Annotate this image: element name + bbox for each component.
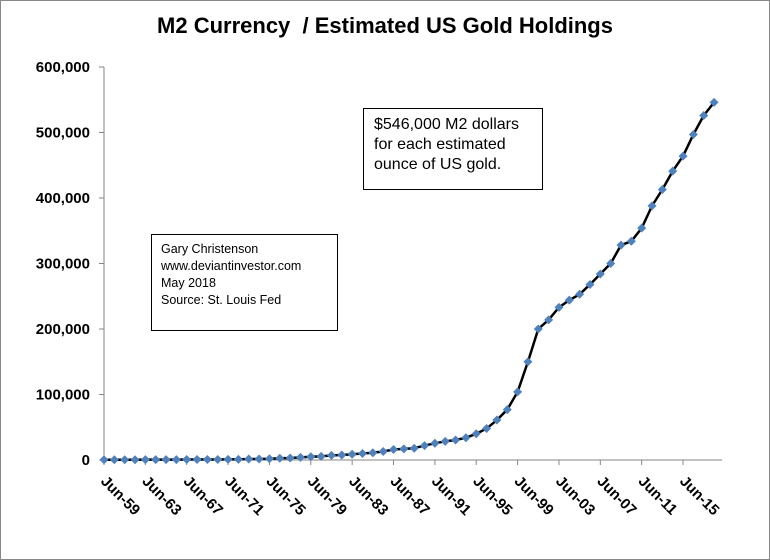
data-point-marker [161,455,171,465]
data-point-marker [709,97,719,107]
data-point-marker [451,435,461,445]
data-point-marker [440,436,450,446]
data-point-marker [389,445,399,455]
data-point-marker [264,454,274,464]
data-point-marker [668,166,678,176]
data-point-marker [430,438,440,448]
data-point-marker [275,453,285,463]
data-point-marker [233,454,243,464]
y-tick-label: 400,000 [36,190,90,207]
x-tick-label: Jun-95 [469,473,515,519]
data-point-marker [502,405,512,415]
x-tick-label: Jun-75 [263,473,309,519]
data-point-marker [492,415,502,425]
data-point-marker [409,443,419,453]
data-point-marker [657,184,667,194]
data-point-marker [213,454,223,464]
data-point-marker [595,269,605,279]
data-point-marker [647,201,657,211]
data-point-marker [482,424,492,434]
x-tick-label: Jun-91 [428,473,474,519]
data-point-marker [109,455,119,465]
data-point-marker [533,324,543,334]
data-point-marker [585,279,595,289]
data-point-marker [399,444,409,454]
annotation-line: for each estimated [374,136,506,153]
data-point-marker [461,433,471,443]
data-point-marker [337,450,347,460]
data-point-marker [244,454,254,464]
data-point-marker [171,455,181,465]
x-tick-label: Jun-15 [676,473,722,519]
data-point-marker [202,454,212,464]
data-point-marker [316,451,326,461]
y-tick-label: 200,000 [36,321,90,338]
x-tick-label: Jun-03 [552,473,598,519]
y-tick-label: 100,000 [36,387,90,404]
data-point-marker [471,429,481,439]
y-tick-label: 600,000 [36,59,90,76]
data-point-marker [513,387,523,397]
x-tick-label: Jun-59 [97,473,143,519]
annotation-line: www.deviantinvestor.com [161,259,302,273]
annotation-line: Source: St. Louis Fed [161,293,282,307]
data-point-marker [285,453,295,463]
data-point-marker [554,302,564,312]
data-point-marker [616,240,626,250]
data-point-marker [523,357,533,367]
data-point-marker [130,455,140,465]
x-tick-label: Jun-63 [139,473,185,519]
x-tick-label: Jun-87 [387,473,433,519]
data-point-marker [626,236,636,246]
y-tick-label: 0 [82,452,90,469]
data-point-marker [544,315,554,325]
data-point-marker [699,110,709,120]
data-point-marker [295,452,305,462]
data-point-marker [420,441,430,451]
data-point-marker [151,455,161,465]
x-tick-label: Jun-79 [304,473,350,519]
data-point-marker [358,448,367,458]
data-point-marker [306,452,316,462]
data-point-marker [575,289,585,299]
y-tick-label: 500,000 [36,125,90,142]
data-point-marker [223,454,233,464]
data-point-marker [637,223,647,233]
x-tick-label: Jun-99 [511,473,557,519]
data-point-marker [120,455,130,465]
x-tick-label: Jun-67 [180,473,226,519]
chart-title: M2 Currency / Estimated US Gold Holdings [157,13,613,38]
annotation-line: May 2018 [161,276,216,290]
data-point-marker [688,129,698,139]
x-tick-label: Jun-83 [345,473,391,519]
x-tick-label: Jun-07 [593,473,639,519]
data-point-marker [347,449,357,459]
x-tick-label: Jun-71 [221,473,267,519]
data-point-marker [606,259,616,268]
data-point-marker [378,446,388,456]
data-point-marker [678,151,688,161]
annotation-line: $546,000 M2 dollars [374,116,519,133]
data-point-marker [99,455,109,465]
annotation-box-source: Gary Christenson www.deviantinvestor.com… [151,234,338,331]
annotation-line: ounce of US gold. [374,156,502,173]
data-point-marker [368,448,378,458]
annotation-box-ratio: $546,000 M2 dollars for each estimated o… [363,108,543,190]
y-tick-label: 300,000 [36,256,90,273]
data-point-marker [140,455,150,465]
data-point-marker [192,455,202,465]
data-point-marker [326,450,336,460]
data-point-marker [254,454,264,464]
annotation-line: Gary Christenson [161,242,259,256]
data-point-marker [564,295,574,305]
x-tick-label: Jun-11 [635,473,681,519]
data-point-marker [182,455,192,465]
